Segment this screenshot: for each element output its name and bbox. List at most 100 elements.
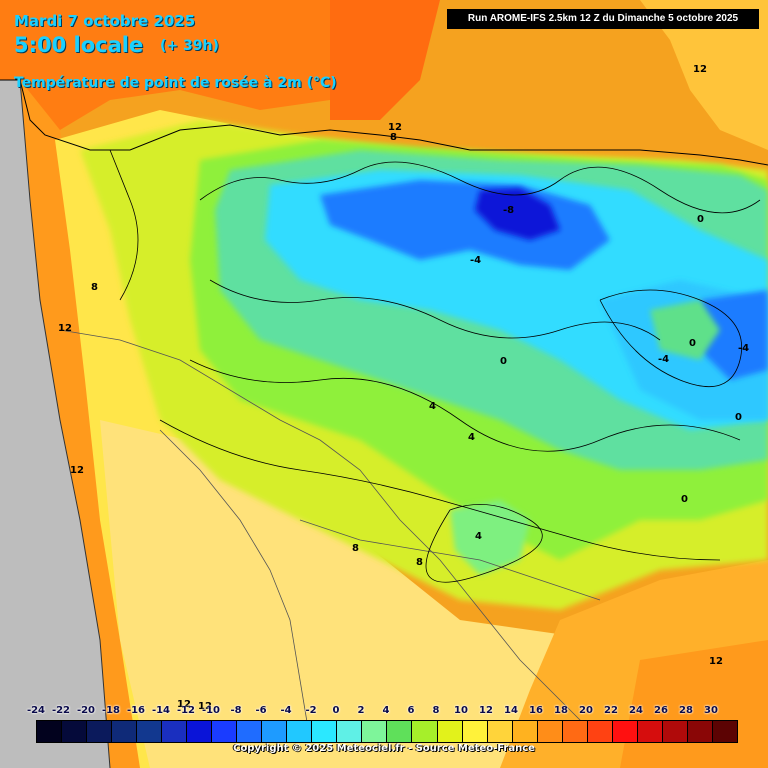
color-legend <box>36 720 738 743</box>
legend-labels: -24 -22 -20 -18 -16 -14 -12 -10 -8 -6 -4 -2 0 2 4 6 8 10 1… <box>26 705 746 719</box>
contour-label: 4 <box>468 432 475 443</box>
contour-line <box>159 419 721 561</box>
legend-swatch <box>512 721 538 742</box>
legend-tick-label: 20 <box>579 705 593 716</box>
legend-tick-label: 14 <box>504 705 518 716</box>
legend-swatch <box>37 721 63 742</box>
legend-swatch <box>137 721 163 742</box>
contour-label: 12 <box>709 656 723 667</box>
deep-blue-core <box>475 188 560 240</box>
legend-swatch <box>537 721 563 742</box>
legend-tick-label: -4 <box>280 705 292 716</box>
coastline-west <box>19 79 111 768</box>
ocean-left <box>0 80 110 768</box>
border-line-3 <box>299 519 601 601</box>
legend-swatch <box>387 721 413 742</box>
legend-swatch <box>287 721 313 742</box>
contour-label: 8 <box>91 282 98 293</box>
legend-swatch <box>637 721 663 742</box>
contour-label: 8 <box>352 543 359 554</box>
legend-tick-label: 30 <box>704 705 718 716</box>
legend-tick-label: -20 <box>76 705 96 716</box>
legend-tick-label: 12 <box>479 705 493 716</box>
legend-swatch <box>212 721 238 742</box>
legend-tick-label: -2 <box>305 705 317 716</box>
legend-swatch <box>162 721 188 742</box>
run-info-box: Run AROME-IFS 2.5km 12 Z du Dimanche 5 o… <box>447 9 759 29</box>
contour-line <box>189 359 741 452</box>
forecast-offset: (+ 39h) <box>160 38 219 54</box>
contour-label: 0 <box>689 338 696 349</box>
legend-tick-label: 26 <box>654 705 668 716</box>
contour-line <box>209 279 661 341</box>
legend-swatch <box>237 721 263 742</box>
legend-swatch <box>462 721 488 742</box>
contour-label: 12 <box>388 122 402 133</box>
contour-line <box>425 504 543 583</box>
legend-tick-label: 6 <box>407 705 415 716</box>
contour-label: -8 <box>503 205 514 216</box>
contour-label: 12 <box>70 465 84 476</box>
legend-tick-label: 16 <box>529 705 543 716</box>
legend-tick-label: 10 <box>454 705 468 716</box>
contour-label: 0 <box>500 356 507 367</box>
legend-swatch <box>87 721 113 742</box>
legend-swatch <box>62 721 88 742</box>
contour-labels: 12 12 8 -8 -4 0 0 -4 -4 0 8 12 0 4 4 0 4… <box>58 64 749 712</box>
legend-tick-label: 28 <box>679 705 693 716</box>
contour-line <box>109 149 139 301</box>
contour-label: 12 <box>693 64 707 75</box>
legend-swatch <box>687 721 713 742</box>
legend-tick-label: -6 <box>255 705 267 716</box>
legend-swatch <box>337 721 363 742</box>
forecast-time: 5:00 locale <box>14 33 144 57</box>
legend-swatch <box>412 721 438 742</box>
border-line <box>59 329 601 741</box>
legend-swatch <box>562 721 588 742</box>
contour-line <box>199 161 761 214</box>
legend-tick-label: 4 <box>382 705 390 716</box>
parameter-title: Température de point de rosée à 2m (°C) <box>14 75 337 91</box>
sea-warm-zone <box>0 0 400 140</box>
contour-label: 4 <box>429 401 436 412</box>
contour-label: -4 <box>658 354 669 365</box>
legend-tick-label: -18 <box>101 705 121 716</box>
forecast-date: Mardi 7 octobre 2025 <box>14 12 196 30</box>
legend-tick-label: 22 <box>604 705 618 716</box>
contour-label: 8 <box>390 132 397 143</box>
contour-label: 12 <box>198 701 212 712</box>
legend-tick-label: -14 <box>151 705 171 716</box>
legend-swatch <box>487 721 513 742</box>
legend-tick-label: -12 <box>176 705 196 716</box>
legend-tick-label: -10 <box>201 705 221 716</box>
legend-swatch <box>312 721 338 742</box>
green-pocket-south <box>450 500 530 575</box>
legend-tick-label: -8 <box>230 705 242 716</box>
legend-swatch <box>437 721 463 742</box>
blue-east <box>700 290 768 380</box>
contour-label: 0 <box>697 214 704 225</box>
contour-label: 0 <box>681 494 688 505</box>
legend-swatch <box>112 721 138 742</box>
legend-tick-label: 18 <box>554 705 568 716</box>
contour-label: 0 <box>735 412 742 423</box>
legend-tick-label: 8 <box>432 705 440 716</box>
green-pocket-east <box>650 300 720 360</box>
legend-tick-label: 2 <box>357 705 365 716</box>
contour-label: -4 <box>738 343 749 354</box>
contour-label: 12 <box>58 323 72 334</box>
border-line-2 <box>159 429 311 741</box>
sea-warm-zone-2 <box>330 0 440 120</box>
coastline <box>0 79 768 166</box>
legend-swatch <box>612 721 638 742</box>
contour-label: -4 <box>470 255 481 266</box>
legend-tick-label: -24 <box>26 705 46 716</box>
legend-tick-label: -16 <box>126 705 146 716</box>
copyright-text: Copyright © 2025 Meteociel.fr - Source M… <box>233 743 535 754</box>
legend-swatch <box>362 721 388 742</box>
legend-swatch <box>712 721 737 742</box>
legend-swatch <box>262 721 288 742</box>
legend-tick-label: -22 <box>51 705 71 716</box>
upper-right-zone <box>640 0 768 150</box>
